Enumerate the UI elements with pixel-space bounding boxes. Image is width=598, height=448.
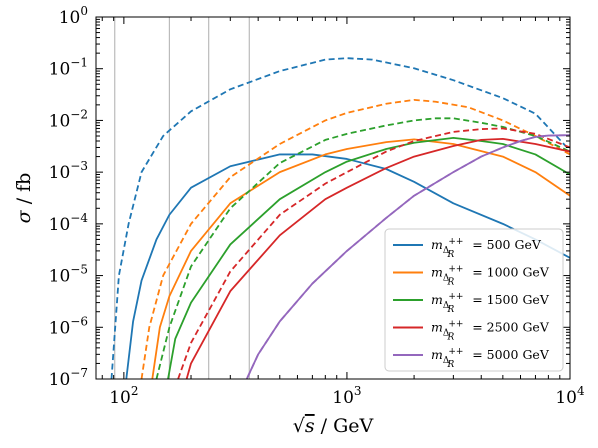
- series-1-solid-line: [151, 138, 570, 379]
- series-4-solid-line: [245, 134, 570, 379]
- series-0-dashed-line: [110, 57, 570, 379]
- legend-label-4: mΔ++ R = 5000 GeV: [431, 347, 550, 370]
- legend-box: [384, 228, 564, 372]
- x-tick-label: 104: [555, 384, 585, 408]
- y-tick-label: 10−5: [49, 263, 88, 287]
- y-tick-label: 10−3: [49, 159, 88, 183]
- series-3-solid-line: [185, 137, 570, 379]
- y-tick-label: 10−7: [49, 366, 88, 390]
- series-1-dashed-line: [140, 98, 570, 379]
- legend-label-3: mΔ++ R = 2500 GeV: [431, 320, 550, 343]
- plot-frame: [95, 16, 571, 380]
- x-axis-label: √s / GeV: [293, 415, 374, 437]
- x-tick-label: 103: [332, 384, 361, 408]
- legend-label-0: mΔ++ R = 500 GeV: [431, 237, 542, 260]
- vertical-reference-lines: [114, 17, 250, 379]
- legend-label-2: mΔ++ R = 1500 GeV: [431, 292, 550, 315]
- series-2-dashed-line: [155, 117, 570, 379]
- x-tick-label: 102: [109, 384, 138, 408]
- series-curves: [110, 57, 570, 379]
- series-2-solid-line: [167, 136, 570, 379]
- axis-ticks: [96, 16, 571, 380]
- legend-label-1: mΔ++ R = 1000 GeV: [431, 265, 550, 288]
- series-0-solid-line: [125, 153, 570, 379]
- y-axis-label: σ / fb: [13, 173, 35, 224]
- y-tick-label: 10−4: [49, 211, 89, 235]
- y-tick-label: 10−6: [49, 314, 88, 338]
- y-tick-labels: 100 10−1 10−2 10−3 10−4 10−5 10−6 10−7: [49, 4, 89, 390]
- x-tick-labels: 102 103 104: [109, 384, 585, 408]
- y-tick-label: 100: [59, 4, 88, 28]
- y-tick-label: 10−2: [49, 107, 88, 131]
- series-3-dashed-line: [177, 127, 570, 379]
- y-tick-label: 10−1: [49, 56, 88, 80]
- legend: mΔ++ R = 500 GeV mΔ++ R = 1000 GeV mΔ++ R = 1…: [384, 228, 564, 372]
